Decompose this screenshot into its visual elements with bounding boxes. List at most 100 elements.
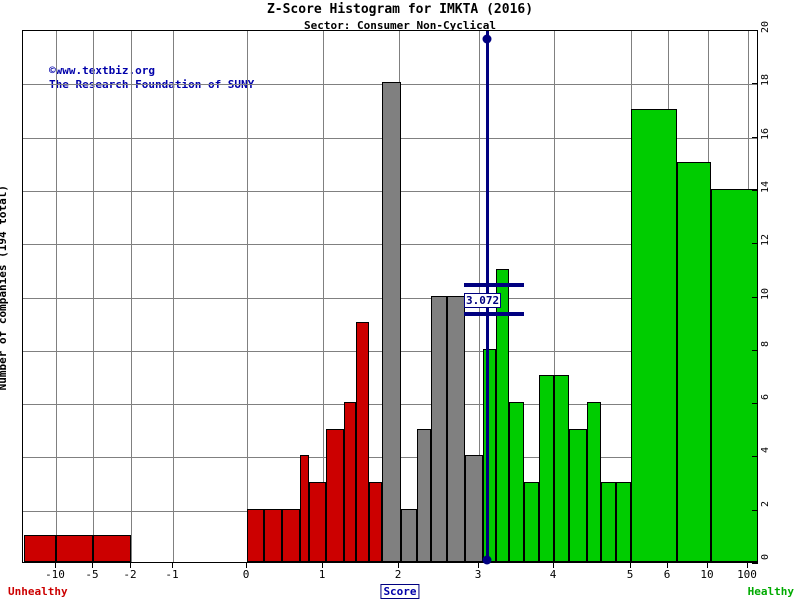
histogram-bar: [587, 402, 601, 562]
x-axis-tick-label: -2: [123, 568, 137, 581]
gridline-vertical: [247, 31, 248, 562]
x-axis-tick-label: 5: [626, 568, 634, 581]
y-axis-tick-label: 2: [760, 500, 771, 507]
histogram-bar: [465, 455, 483, 562]
x-axis-tick: [322, 563, 323, 568]
histogram-bar: [524, 482, 539, 562]
histogram-bar: [677, 162, 711, 562]
y-axis-tick: [752, 30, 758, 31]
y-axis-tick-label: 0: [760, 554, 771, 561]
axis-end-label-unhealthy: Unhealthy: [8, 585, 68, 598]
y-axis-tick: [752, 136, 758, 138]
histogram-bar: [483, 348, 496, 562]
x-axis-tick: [630, 563, 631, 568]
histogram-bar: [417, 428, 431, 562]
y-axis-tick-label: 20: [760, 21, 771, 34]
x-axis-tick: [55, 563, 56, 568]
x-axis-tick: [667, 563, 668, 568]
y-axis-tick: [752, 189, 758, 191]
y-axis-tick-label: 12: [760, 234, 771, 247]
x-axis-tick: [246, 563, 247, 568]
x-axis-tick: [553, 563, 554, 568]
histogram-bar: [264, 508, 282, 562]
histogram-bar: [24, 535, 56, 562]
histogram-bar: [56, 535, 93, 562]
x-axis-tick: [707, 563, 708, 568]
gridline-vertical: [554, 31, 555, 562]
x-axis-tick-label: 100: [737, 568, 757, 581]
histogram-bar: [554, 375, 569, 562]
chart-subtitle: Sector: Consumer Non-Cyclical: [303, 19, 497, 32]
histogram-bar: [539, 375, 554, 562]
y-axis-tick: [752, 296, 758, 298]
x-axis-tick-label: 1: [318, 568, 326, 581]
histogram-bar: [382, 82, 401, 562]
histogram-bar: [601, 482, 616, 562]
histogram-bar: [447, 295, 465, 562]
gridline-vertical: [173, 31, 174, 562]
score-marker-bracket-bottom: [464, 312, 524, 317]
x-axis-tick: [478, 563, 479, 568]
y-axis-tick: [752, 83, 758, 85]
score-marker-value-label: 3.072: [464, 293, 502, 309]
x-axis-tick-label: -1: [165, 568, 179, 581]
y-axis-label: Number of companies (194 total): [0, 185, 9, 391]
credit-line-1: ©www.textbiz.org: [49, 64, 155, 77]
histogram-bar: [309, 482, 326, 562]
y-axis-tick-label: 6: [760, 394, 771, 401]
x-axis-label-score: Score: [380, 584, 420, 599]
x-axis-tick: [130, 563, 131, 568]
gridline-vertical: [56, 31, 57, 562]
y-axis-tick-label: 18: [760, 74, 771, 87]
y-axis-tick: [752, 563, 758, 564]
histogram-bar: [496, 268, 509, 562]
histogram-bar: [631, 108, 677, 562]
x-axis-tick-label: 3: [474, 568, 482, 581]
x-axis-tick: [92, 563, 93, 568]
x-axis-tick-label: -10: [45, 568, 65, 581]
histogram-bar: [616, 482, 631, 562]
x-axis-tick-label: 0: [242, 568, 250, 581]
histogram-bar: [431, 295, 447, 562]
x-axis-tick-label: 10: [700, 568, 714, 581]
gridline-vertical: [323, 31, 324, 562]
y-axis-tick: [752, 509, 758, 511]
y-axis-tick-label: 14: [760, 180, 771, 193]
histogram-bar: [401, 508, 417, 562]
x-axis-tick: [398, 563, 399, 568]
histogram-bar: [300, 455, 309, 562]
score-marker-top-dot: [482, 34, 492, 44]
y-axis-tick: [752, 403, 758, 405]
gridline-vertical: [131, 31, 132, 562]
histogram-bar: [509, 402, 524, 562]
histogram-bar: [369, 482, 382, 562]
y-axis-tick-label: 4: [760, 447, 771, 454]
x-axis-tick-label: 2: [394, 568, 402, 581]
y-axis-tick: [752, 456, 758, 458]
histogram-bar: [247, 508, 264, 562]
y-axis-tick-label: 8: [760, 340, 771, 347]
x-axis-tick-label: -5: [85, 568, 99, 581]
x-axis-tick-label: 4: [549, 568, 557, 581]
y-axis-tick: [752, 243, 758, 245]
page-title: Z-Score Histogram for IMKTA (2016): [266, 2, 534, 17]
x-axis-tick: [172, 563, 173, 568]
histogram-bar: [344, 402, 356, 562]
axis-end-label-healthy: Healthy: [747, 585, 794, 598]
histogram-bar: [711, 188, 758, 562]
x-axis-tick: [747, 563, 748, 568]
gridline-vertical: [93, 31, 94, 562]
histogram-bar: [93, 535, 131, 562]
copyright-credit: ©www.textbiz.org The Research Foundation…: [49, 64, 254, 92]
y-axis-tick-label: 10: [760, 287, 771, 300]
score-marker-dot: [482, 555, 492, 565]
plot-area: ©www.textbiz.org The Research Foundation…: [22, 30, 758, 565]
score-marker-bracket-top: [464, 282, 524, 287]
histogram-bar: [326, 428, 344, 562]
histogram-bar: [282, 508, 300, 562]
x-axis-tick-label: 6: [663, 568, 671, 581]
y-axis-tick: [752, 349, 758, 351]
histogram-bar: [569, 428, 587, 562]
histogram-bar: [356, 322, 369, 562]
